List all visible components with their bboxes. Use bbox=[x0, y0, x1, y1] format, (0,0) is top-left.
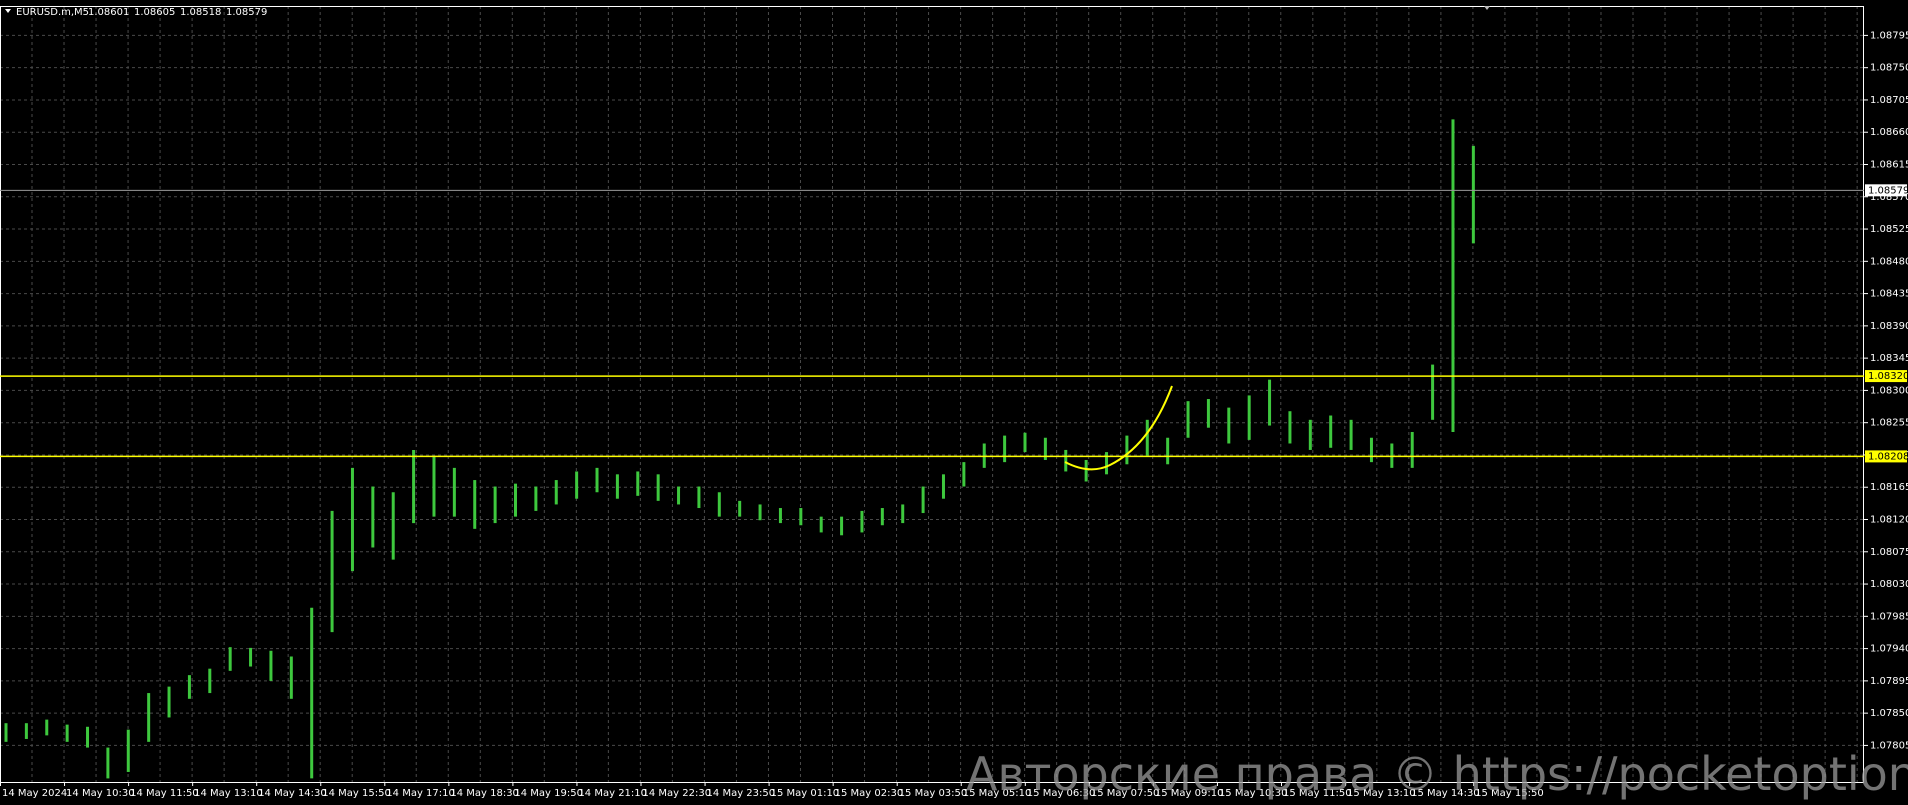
symbol: EURUSD.m,M5 bbox=[16, 7, 89, 18]
level-label: 1.08208 bbox=[1868, 451, 1908, 462]
ohlc-values: 1.08601 1.08605 1.08518 1.08579 bbox=[88, 7, 267, 18]
y-tick-label: 1.08120 bbox=[1870, 515, 1908, 526]
y-tick-label: 1.08165 bbox=[1870, 482, 1908, 493]
y-tick-label: 1.08660 bbox=[1870, 127, 1908, 138]
price-bars bbox=[4, 119, 1475, 779]
x-tick-label: 15 May 07:50 bbox=[1091, 788, 1160, 799]
level-label-box bbox=[1865, 370, 1907, 383]
bid-label-box bbox=[1865, 184, 1907, 197]
x-tick-label: 15 May 15:50 bbox=[1475, 788, 1544, 799]
x-tick-label: 15 May 05:10 bbox=[963, 788, 1032, 799]
x-tick-label: 14 May 14:30 bbox=[258, 788, 327, 799]
x-tick-label: 15 May 14:30 bbox=[1411, 788, 1480, 799]
y-tick-label: 1.08615 bbox=[1870, 159, 1908, 170]
y-tick-label: 1.07940 bbox=[1870, 644, 1908, 655]
ohlc-value: 1.08518 bbox=[180, 7, 221, 18]
y-tick-label: 1.08390 bbox=[1870, 321, 1908, 332]
y-tick-label: 1.08030 bbox=[1870, 579, 1908, 590]
y-tick-label: 1.08570 bbox=[1870, 192, 1908, 203]
y-tick-label: 1.08255 bbox=[1870, 418, 1908, 429]
x-tick-label: 14 May 2024 bbox=[2, 788, 67, 799]
x-tick-label: 14 May 23:50 bbox=[707, 788, 776, 799]
y-tick-label: 1.08345 bbox=[1870, 353, 1908, 364]
x-tick-label: 15 May 13:10 bbox=[1347, 788, 1416, 799]
level-label: 1.08320 bbox=[1868, 371, 1908, 382]
y-tick-label: 1.07850 bbox=[1870, 708, 1908, 719]
x-tick-label: 14 May 18:30 bbox=[450, 788, 519, 799]
y-tick-label: 1.08075 bbox=[1870, 547, 1908, 558]
y-tick-label: 1.08705 bbox=[1870, 95, 1908, 106]
y-tick-label: 1.07985 bbox=[1870, 611, 1908, 622]
x-tick-label: 14 May 21:10 bbox=[578, 788, 647, 799]
level-label-box bbox=[1865, 450, 1907, 463]
x-tick-label: 15 May 09:10 bbox=[1155, 788, 1224, 799]
ohlc-value: 1.08579 bbox=[226, 7, 267, 18]
x-tick-label: 15 May 11:50 bbox=[1283, 788, 1352, 799]
plot-border bbox=[0, 6, 1864, 783]
ohlc-value: 1.08601 bbox=[88, 7, 129, 18]
x-tick-label: 15 May 06:30 bbox=[1027, 788, 1096, 799]
x-tick-label: 15 May 02:30 bbox=[835, 788, 904, 799]
x-tick-label: 14 May 13:10 bbox=[194, 788, 263, 799]
y-tick-label: 1.08480 bbox=[1870, 256, 1908, 267]
y-tick-label: 1.08795 bbox=[1870, 30, 1908, 41]
y-tick-label: 1.08525 bbox=[1870, 224, 1908, 235]
y-tick-label: 1.08435 bbox=[1870, 289, 1908, 300]
y-tick-label: 1.07895 bbox=[1870, 676, 1908, 687]
y-tick-label: 1.08750 bbox=[1870, 63, 1908, 74]
x-tick-label: 15 May 01:10 bbox=[771, 788, 840, 799]
y-tick-label: 1.08300 bbox=[1870, 385, 1908, 396]
x-tick-label: 14 May 17:10 bbox=[386, 788, 455, 799]
y-tick-label: 1.07805 bbox=[1870, 740, 1908, 751]
x-tick-label: 14 May 10:30 bbox=[66, 788, 135, 799]
bid-label: 1.08579 bbox=[1868, 185, 1908, 196]
ohlc-value: 1.08605 bbox=[134, 7, 175, 18]
x-tick-label: 15 May 03:50 bbox=[899, 788, 968, 799]
x-tick-label: 15 May 10:30 bbox=[1219, 788, 1288, 799]
grid bbox=[0, 6, 1864, 782]
x-tick-label: 14 May 19:50 bbox=[514, 788, 583, 799]
watermark: Авторские права © https://pocketoption.r… bbox=[966, 747, 1908, 801]
menu-arrow bbox=[5, 9, 11, 13]
x-tick-label: 14 May 15:50 bbox=[322, 788, 391, 799]
drawn-curve bbox=[1064, 385, 1173, 471]
x-tick-label: 14 May 11:50 bbox=[130, 788, 199, 799]
x-tick-label: 14 May 22:30 bbox=[643, 788, 712, 799]
shift-marker bbox=[1484, 6, 1490, 10]
